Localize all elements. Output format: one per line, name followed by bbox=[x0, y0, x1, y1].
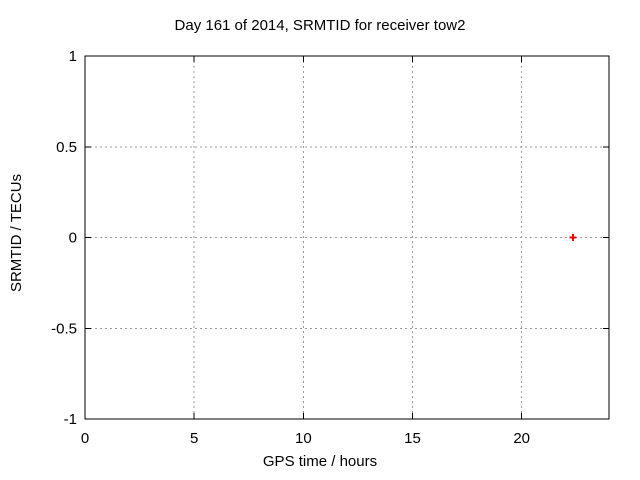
x-tick-label: 20 bbox=[513, 430, 530, 447]
x-axis-label: GPS time / hours bbox=[262, 453, 378, 470]
x-tick-label: 5 bbox=[190, 430, 198, 447]
x-tick-label: 10 bbox=[295, 430, 312, 447]
y-tick-label: 0.5 bbox=[56, 139, 77, 156]
y-tick-label: -0.5 bbox=[51, 320, 77, 337]
x-tick-label: 15 bbox=[404, 430, 421, 447]
x-tick-label: 0 bbox=[81, 430, 89, 447]
y-tick-label: 0 bbox=[69, 230, 77, 247]
y-tick-label: -1 bbox=[64, 411, 77, 428]
chart-title: Day 161 of 2014, SRMTID for receiver tow… bbox=[174, 17, 466, 34]
y-tick-label: 1 bbox=[69, 48, 77, 65]
y-axis-label: SRMTID / TECUs bbox=[8, 173, 25, 293]
